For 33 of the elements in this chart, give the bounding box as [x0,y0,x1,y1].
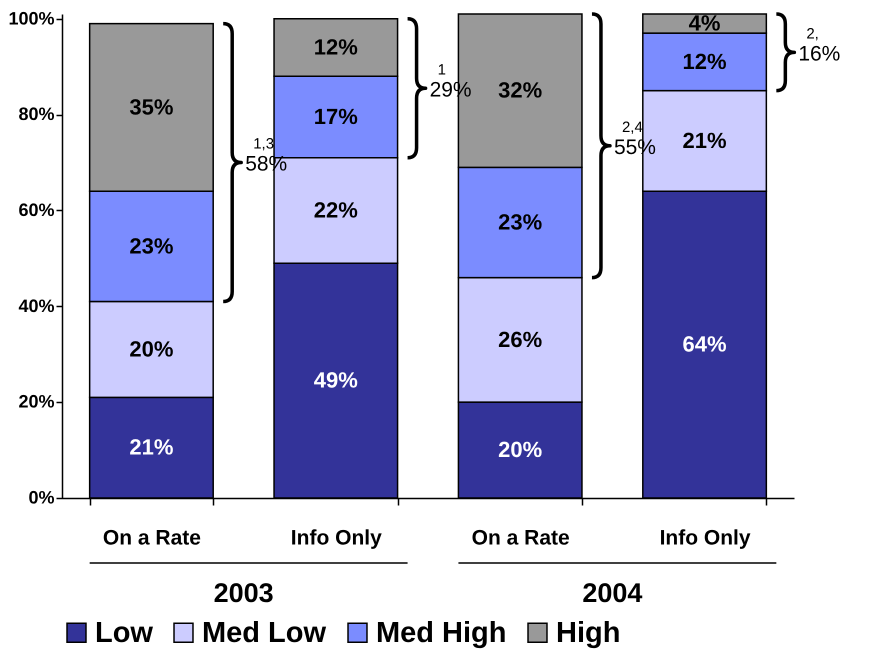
data-label: 12% [314,34,358,60]
data-label: 21% [129,434,174,460]
y-tick-label: 0% [28,488,54,508]
x-tick-label: On a Rate [102,526,201,550]
x-tick-label: Info Only [660,526,751,550]
text: 2003 [214,578,274,608]
y-tick-label: 60% [18,200,54,220]
data-label: 17% [314,104,358,130]
y-tick-label: 20% [18,392,54,412]
legend-label: Med Low [202,616,326,649]
data-label: 20% [498,437,542,462]
data-label: 26% [498,326,542,352]
x-tick-label: Info Only [290,526,382,550]
data-label: 20% [129,336,174,362]
data-label: 4% [688,10,720,36]
y-tick-label: 80% [18,104,54,124]
data-label: 49% [314,368,358,393]
y-tick-label: 40% [18,296,54,316]
legend-label: High [556,616,620,649]
legend-label: Low [95,616,154,649]
data-label: 35% [129,94,174,120]
text: 2004 [582,578,642,608]
data-label: 22% [314,197,358,222]
data-label: 23% [498,209,542,234]
data-label: 32% [498,78,542,103]
text: 2,16% [798,25,840,66]
y-tick-label: 100% [8,8,54,28]
data-label: 64% [682,332,727,357]
data-label: 23% [129,233,174,258]
data-label: 12% [682,48,727,74]
x-tick-label: On a Rate [472,526,570,550]
legend-label: Med High [376,616,506,649]
data-label: 21% [682,128,727,153]
